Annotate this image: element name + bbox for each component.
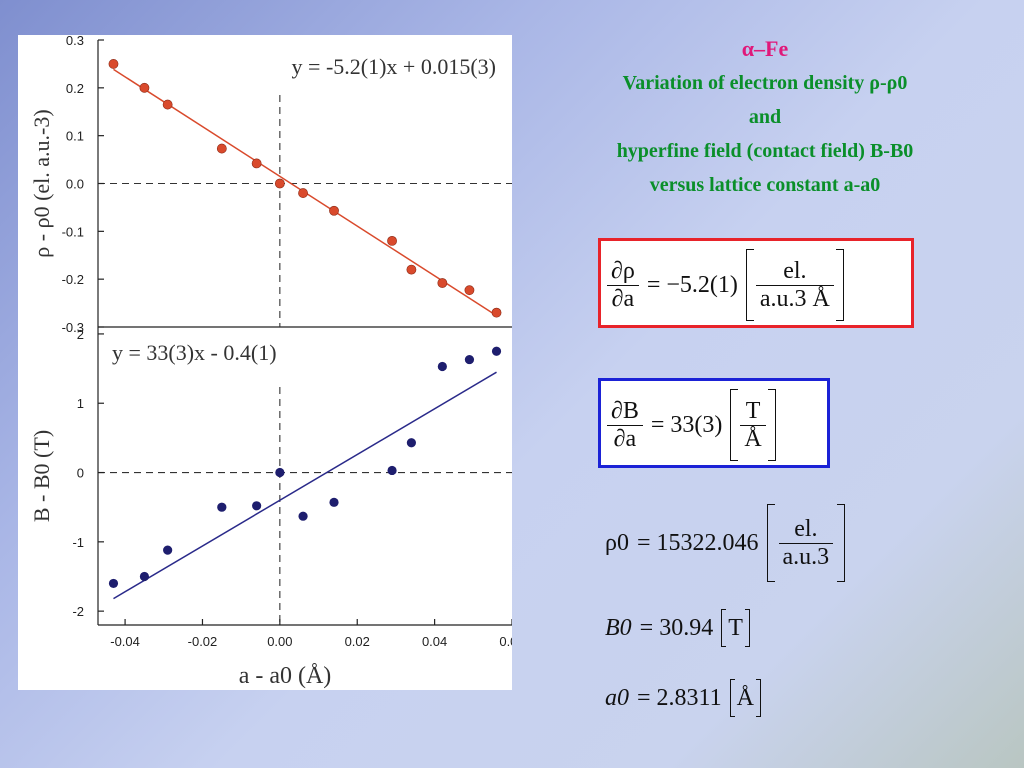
description-line-4: versus lattice constant a-a0 [649, 174, 881, 196]
top-ytick-label: -0.3 [62, 320, 84, 335]
top-ytick-label: 0.2 [66, 81, 84, 96]
rho0-value: = 15322.046 [636, 529, 759, 556]
bottom-data-point [217, 502, 227, 512]
top-data-point [216, 143, 227, 154]
xtick-label: 0.06 [499, 634, 512, 649]
top-data-point [406, 264, 417, 275]
bottom-data-point [491, 346, 502, 356]
top-data-point [251, 158, 262, 169]
description-line-1: Variation of electron density ρ-ρ0 [622, 72, 908, 94]
bottom-data-point [252, 501, 262, 511]
bottom-ytick-label: -1 [72, 535, 84, 550]
top-data-point [329, 205, 339, 216]
B0-formula: B0 = 30.94 T [605, 606, 750, 650]
top-ylabel: ρ - ρ0 (el. a.u.-3) [29, 109, 54, 257]
bottom-equation: y = 33(3)x - 0.4(1) [112, 340, 277, 365]
bottom-ytick-label: 2 [77, 327, 84, 342]
a0-unit: Å [736, 684, 754, 711]
top-data-point [298, 188, 308, 198]
top-equation: y = -5.2(1)x + 0.015(3) [292, 54, 496, 79]
top-ytick-label: 0.3 [66, 35, 84, 48]
B0-symbol: B0 [605, 614, 632, 641]
drho-numerator: ∂ρ [607, 258, 639, 286]
bottom-ytick-label: -2 [72, 604, 84, 619]
bottom-data-point [437, 361, 447, 372]
top-data-point [162, 99, 173, 110]
top-data-point [491, 307, 502, 318]
bottom-data-point [275, 467, 285, 478]
xtick-label: -0.02 [188, 634, 218, 649]
B0-unit: T [728, 614, 743, 641]
a0-value: = 2.8311 [637, 684, 722, 711]
drho-unit-num: el. [755, 258, 834, 286]
bottom-data-point [387, 465, 397, 476]
dB-denominator: ∂a [613, 425, 637, 452]
rho0-formula: ρ0 = 15322.046 el. a.u.3 [605, 502, 846, 584]
dB-unit-num: T [740, 398, 766, 426]
top-data-point [139, 82, 150, 93]
chart-svg: 0.3 0.2 0.1 0.0 -0.1 -0.2 -0.32 1 0 -1 -2 -0.04 -0.0… [29, 35, 512, 689]
drho-denominator: ∂a [611, 285, 635, 312]
title: α–Fe [741, 36, 789, 61]
description-text: α–Fe Variation of electron density ρ-ρ0 … [530, 32, 1000, 202]
bottom-data-point [163, 545, 173, 555]
top-data-point [387, 235, 397, 246]
top-data-point [108, 59, 119, 69]
xtick-label: -0.04 [110, 634, 140, 649]
drho-unit-den: a.u.3 Å [759, 285, 830, 312]
top-data-point [437, 278, 448, 288]
top-ytick-label: 0.1 [66, 129, 84, 144]
rho0-unit-den: a.u.3 [782, 543, 830, 570]
top-data-point [464, 285, 475, 296]
bottom-data-point [298, 511, 308, 521]
dB-numerator: ∂B [607, 398, 643, 426]
xtick-label: 0.02 [345, 634, 370, 649]
bottom-fit-line [113, 371, 497, 600]
description-line-3: hyperfine field (contact field) B-B0 [616, 140, 914, 162]
drho-value: = −5.2(1) [646, 271, 738, 298]
xlabel: a - a0 (Å) [239, 663, 332, 689]
xtick-label: 0.00 [267, 634, 292, 649]
xtick-label: 0.04 [422, 634, 447, 649]
bottom-data-point [329, 497, 339, 507]
bottom-data-point [139, 571, 150, 582]
bottom-data-point [406, 438, 417, 448]
B0-value: = 30.94 [639, 614, 714, 641]
drho-formula-box: ∂ρ ∂a = −5.2(1) el. a.u.3 Å [598, 238, 914, 328]
bottom-data-point [108, 578, 119, 589]
top-ytick-label: -0.1 [62, 224, 84, 239]
rho0-symbol: ρ0 [605, 529, 629, 556]
a0-formula: a0 = 2.8311 Å [605, 676, 761, 720]
dB-value: = 33(3) [650, 411, 723, 438]
a0-symbol: a0 [605, 684, 629, 711]
description-line-2: and [748, 106, 782, 128]
top-ytick-label: -0.2 [62, 272, 84, 287]
bottom-ytick-label: 1 [77, 396, 84, 411]
bottom-ylabel: B - B0 (T) [29, 430, 54, 522]
dB-unit-den: Å [744, 425, 762, 452]
top-ytick-label: 0.0 [66, 177, 84, 192]
figure-panel: 0.3 0.2 0.1 0.0 -0.1 -0.2 -0.3 2 1 0 -1 -2 -0.04 -0.0… [18, 35, 512, 690]
bottom-data-point [464, 354, 475, 365]
bottom-ytick-label: 0 [77, 466, 84, 481]
rho0-unit-num: el. [778, 516, 834, 544]
top-data-point [274, 178, 285, 189]
